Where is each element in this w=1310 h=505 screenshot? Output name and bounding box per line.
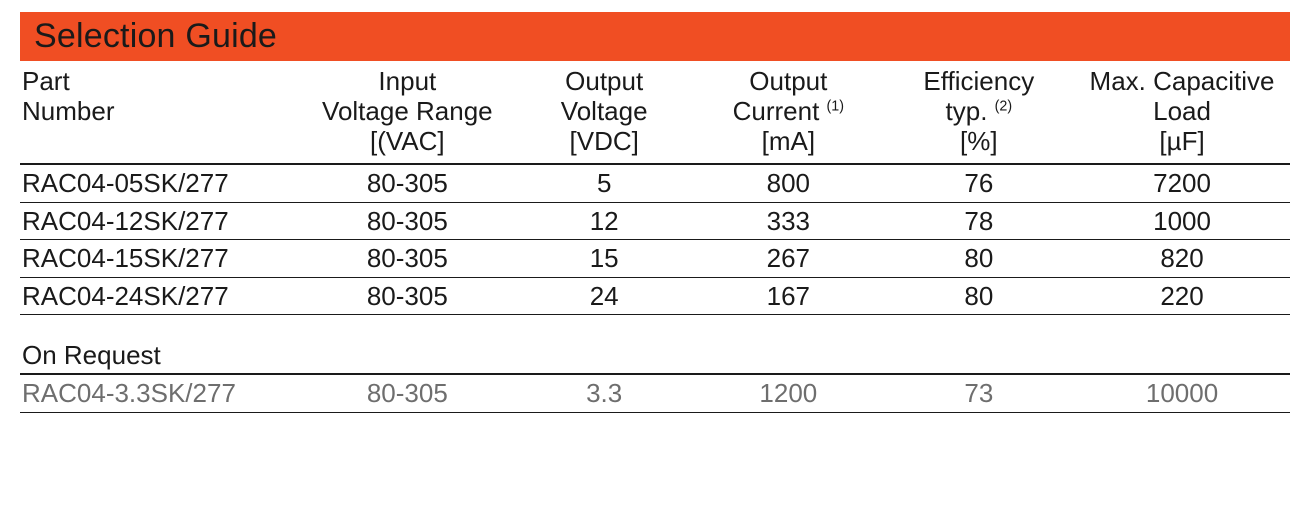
part-number-cell: RAC04-12SK/277: [20, 202, 299, 240]
selection-guide-table: PartNumberInputVoltage Range[(VAC]Output…: [20, 61, 1290, 412]
part-number-cell: RAC04-05SK/277: [20, 164, 299, 202]
value-cell: 5: [515, 164, 693, 202]
column-header-line1: Output: [565, 66, 643, 96]
value-cell: 15: [515, 240, 693, 278]
value-cell: 800: [693, 164, 884, 202]
part-number-cell: RAC04-3.3SK/277: [20, 374, 299, 412]
value-cell: 1200: [693, 374, 884, 412]
value-cell: 73: [884, 374, 1075, 412]
column-header-line1: Part: [22, 66, 70, 96]
column-header-footnote: (1): [827, 99, 844, 115]
column-header-line2: Number: [22, 96, 114, 126]
value-cell: 267: [693, 240, 884, 278]
column-header-line1: Output: [749, 66, 827, 96]
column-header-line2: Load: [1153, 96, 1211, 126]
column-header: Efficiencytyp. (2) [%]: [884, 61, 1075, 164]
on-request-section: On Request: [20, 337, 1290, 375]
value-cell: 10000: [1074, 374, 1290, 412]
value-cell: 80: [884, 240, 1075, 278]
column-header-unit: [mA]: [699, 127, 878, 157]
column-header-line1: Max. Capacitive: [1090, 66, 1275, 96]
value-cell: 80-305: [299, 164, 515, 202]
column-header: OutputVoltage[VDC]: [515, 61, 693, 164]
value-cell: 24: [515, 277, 693, 315]
value-cell: 3.3: [515, 374, 693, 412]
column-header-line2: typ.: [946, 96, 995, 126]
value-cell: 820: [1074, 240, 1290, 278]
value-cell: 80: [884, 277, 1075, 315]
value-cell: 76: [884, 164, 1075, 202]
column-header-unit: [(VAC]: [305, 127, 509, 157]
table-row: RAC04-15SK/27780-3051526780820: [20, 240, 1290, 278]
value-cell: 7200: [1074, 164, 1290, 202]
value-cell: 333: [693, 202, 884, 240]
column-header-unit: [%]: [890, 127, 1069, 157]
value-cell: 12: [515, 202, 693, 240]
column-header-footnote: (2): [995, 99, 1012, 115]
column-header: OutputCurrent (1) [mA]: [693, 61, 884, 164]
table-row: RAC04-3.3SK/27780-3053.312007310000: [20, 374, 1290, 412]
value-cell: 167: [693, 277, 884, 315]
value-cell: 220: [1074, 277, 1290, 315]
table-spacer: [20, 315, 1290, 337]
column-header-unit: [VDC]: [521, 127, 687, 157]
value-cell: 80-305: [299, 202, 515, 240]
column-header: Max. CapacitiveLoad[µF]: [1074, 61, 1290, 164]
on-request-label: On Request: [20, 337, 1290, 375]
table-row: RAC04-12SK/27780-30512333781000: [20, 202, 1290, 240]
value-cell: 78: [884, 202, 1075, 240]
column-header: InputVoltage Range[(VAC]: [299, 61, 515, 164]
column-header-line2: Voltage: [561, 96, 648, 126]
table-row: RAC04-24SK/27780-3052416780220: [20, 277, 1290, 315]
value-cell: 80-305: [299, 240, 515, 278]
value-cell: 80-305: [299, 374, 515, 412]
column-header-line1: Efficiency: [923, 66, 1034, 96]
column-header-line2: Voltage Range: [322, 96, 493, 126]
value-cell: 1000: [1074, 202, 1290, 240]
column-header-line2: Current: [733, 96, 827, 126]
section-title-bar: Selection Guide: [20, 12, 1290, 61]
column-header: PartNumber: [20, 61, 299, 164]
part-number-cell: RAC04-15SK/277: [20, 240, 299, 278]
table-body-on-request: RAC04-3.3SK/27780-3053.312007310000: [20, 374, 1290, 412]
table-header: PartNumberInputVoltage Range[(VAC]Output…: [20, 61, 1290, 164]
value-cell: 80-305: [299, 277, 515, 315]
table-body-main: RAC04-05SK/27780-3055800767200RAC04-12SK…: [20, 164, 1290, 315]
table-row: RAC04-05SK/27780-3055800767200: [20, 164, 1290, 202]
part-number-cell: RAC04-24SK/277: [20, 277, 299, 315]
column-header-unit: [µF]: [1080, 127, 1284, 157]
selection-guide-page: Selection Guide PartNumberInputVoltage R…: [0, 0, 1310, 429]
column-header-line1: Input: [378, 66, 436, 96]
